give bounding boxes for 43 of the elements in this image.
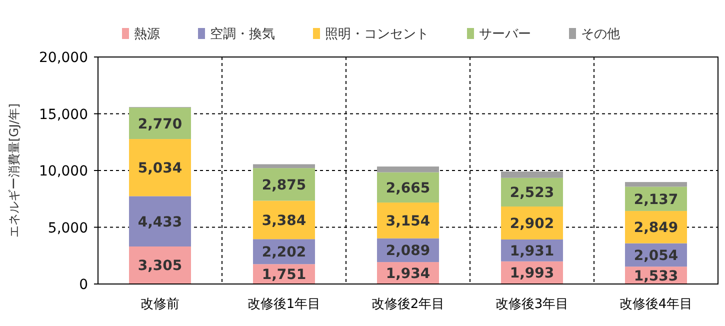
y-tick-label: 20,000	[39, 50, 88, 66]
bar	[501, 172, 563, 178]
data-label: 1,751	[262, 267, 306, 284]
data-label: 1,993	[510, 266, 554, 282]
data-label: 2,202	[262, 244, 306, 261]
legend-label: 照明・コンセント	[325, 27, 429, 42]
data-label: 2,665	[386, 180, 430, 196]
x-tick-label: 改修後3年目	[495, 297, 569, 312]
data-label: 2,054	[634, 248, 678, 264]
data-label: 1,931	[510, 243, 554, 260]
data-label: 2,523	[510, 185, 554, 202]
bar	[253, 164, 315, 168]
bar	[129, 196, 191, 246]
legend-label: 熱源	[134, 27, 160, 42]
legend-label: 空調・換気	[210, 27, 275, 42]
data-label: 2,875	[262, 177, 306, 194]
data-label: 2,770	[138, 116, 182, 132]
x-tick-label: 改修後2年目	[371, 297, 445, 312]
data-label: 3,305	[138, 258, 182, 274]
data-label: 5,034	[138, 160, 182, 177]
y-tick-label: 10,000	[39, 164, 88, 180]
bar	[377, 166, 439, 172]
x-tick-label: 改修後4年目	[619, 297, 693, 312]
legend-label: その他	[581, 27, 620, 42]
y-tick-label: 15,000	[39, 106, 88, 123]
data-label: 4,433	[138, 214, 182, 230]
legend-label: サーバー	[479, 27, 531, 42]
y-axis-title: エネルギー消費量[GJ/年]	[7, 103, 21, 238]
x-tick-label: 改修前	[140, 297, 180, 312]
y-tick-label: 0	[79, 277, 88, 293]
bar	[129, 139, 191, 196]
data-label: 2,089	[386, 243, 430, 260]
data-label: 2,902	[510, 216, 554, 232]
data-label: 1,934	[386, 266, 430, 282]
data-label: 1,533	[634, 268, 678, 284]
bar	[625, 182, 687, 187]
data-label: 3,154	[386, 213, 430, 230]
data-label: 3,384	[262, 212, 306, 229]
bar	[377, 202, 439, 238]
data-label: 2,137	[634, 192, 678, 208]
y-tick-label: 5,000	[48, 220, 88, 236]
data-label: 2,849	[634, 220, 678, 236]
x-tick-label: 改修後1年目	[247, 297, 321, 312]
